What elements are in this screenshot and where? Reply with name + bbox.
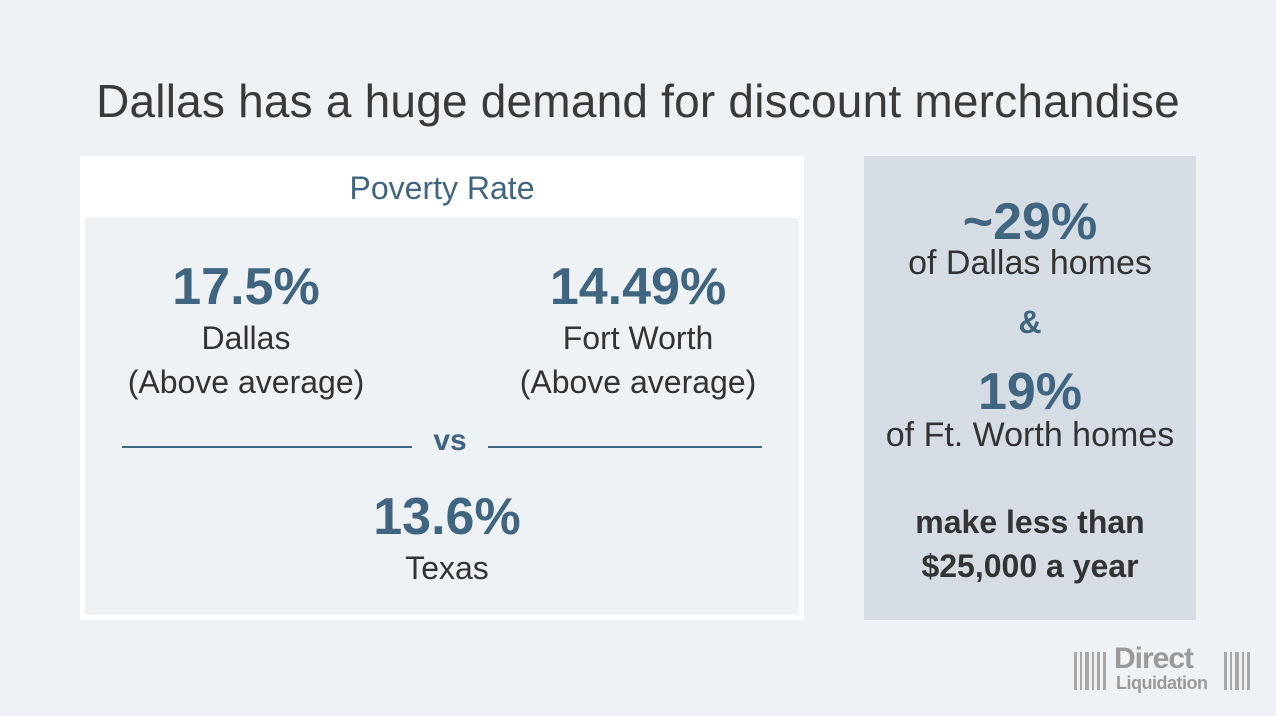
card-body bbox=[85, 218, 799, 615]
texas-stat: 13.6% Texas bbox=[297, 488, 597, 590]
logo-text-direct: Direct bbox=[1114, 642, 1194, 675]
income-panel: ~29% of Dallas homes & 19% of Ft. Worth … bbox=[864, 156, 1196, 620]
dallas-label: Dallas bbox=[201, 320, 291, 356]
ampersand: & bbox=[1018, 304, 1042, 340]
page-title: Dallas has a huge demand for discount me… bbox=[96, 75, 1180, 127]
vs-label: vs bbox=[433, 424, 467, 457]
fort-worth-homes-text: of Ft. Worth homes bbox=[885, 416, 1175, 454]
dallas-value: 17.5% bbox=[172, 258, 320, 316]
fort-worth-label: Fort Worth bbox=[562, 320, 714, 356]
fort-worth-percent: 19% bbox=[977, 363, 1083, 421]
texas-label: Texas bbox=[405, 550, 489, 586]
dallas-stat: 17.5% Dallas (Above average) bbox=[96, 258, 396, 404]
barcode-logo-icon bbox=[1074, 652, 1250, 690]
income-line-2: $25,000 a year bbox=[921, 548, 1139, 584]
fort-worth-note: (Above average) bbox=[519, 364, 757, 400]
texas-value: 13.6% bbox=[373, 488, 521, 546]
logo-text-liquidation: Liquidation bbox=[1116, 673, 1208, 693]
fort-worth-stat: 14.49% Fort Worth (Above average) bbox=[488, 258, 788, 404]
fort-worth-value: 14.49% bbox=[549, 258, 727, 316]
vs-divider-right bbox=[488, 446, 762, 448]
dallas-percent: ~29% bbox=[962, 193, 1098, 251]
poverty-rate-card: Poverty Rate bbox=[80, 156, 804, 620]
vs-divider-left bbox=[122, 446, 412, 448]
income-line-1: make less than bbox=[915, 504, 1145, 540]
dallas-homes-text: of Dallas homes bbox=[908, 244, 1152, 282]
card-heading: Poverty Rate bbox=[349, 170, 535, 206]
dallas-note: (Above average) bbox=[127, 364, 365, 400]
